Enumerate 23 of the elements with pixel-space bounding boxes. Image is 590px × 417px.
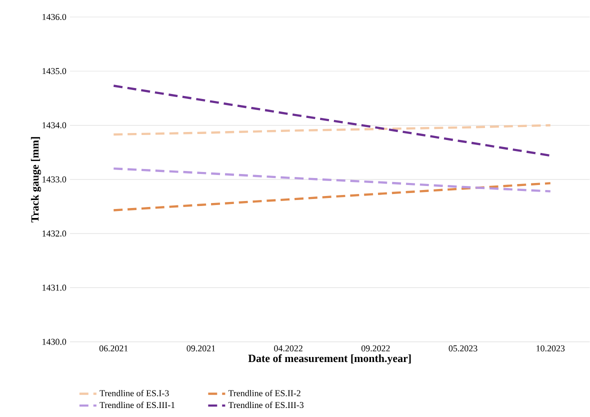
- x-tick-label: 09.2021: [186, 345, 216, 352]
- y-tick-label: 1436.0: [42, 14, 66, 20]
- legend-label: Trendline of ES.III-3: [228, 402, 304, 408]
- legend-label: Trendline of ES.I-3: [100, 390, 169, 396]
- x-tick-label: 06.2021: [99, 345, 128, 352]
- x-tick-label: 05.2023: [448, 345, 478, 352]
- x-tick-label: 04.2022: [274, 345, 302, 352]
- y-axis-title: Track gauge [mm]: [30, 137, 41, 222]
- y-tick-label: 1430.0: [42, 338, 66, 345]
- line-series: [112, 124, 552, 136]
- x-tick-label: 10.2023: [536, 345, 565, 352]
- y-tick-label: 1435.0: [42, 68, 66, 74]
- x-axis-title: Date of measurement [month.year]: [248, 354, 411, 364]
- y-tick-label: 1434.0: [42, 122, 66, 128]
- line-series: [112, 182, 552, 212]
- line-series: [112, 168, 552, 193]
- line-series: [112, 84, 552, 157]
- y-tick-label: 1433.0: [42, 176, 66, 183]
- y-tick-label: 1431.0: [42, 284, 66, 291]
- x-tick-label: 09.2022: [361, 345, 390, 352]
- legend-label: Trendline of ES.II-2: [228, 390, 300, 396]
- legend-label: Trendline of ES.III-1: [100, 402, 175, 408]
- y-tick-label: 1432.0: [42, 230, 66, 237]
